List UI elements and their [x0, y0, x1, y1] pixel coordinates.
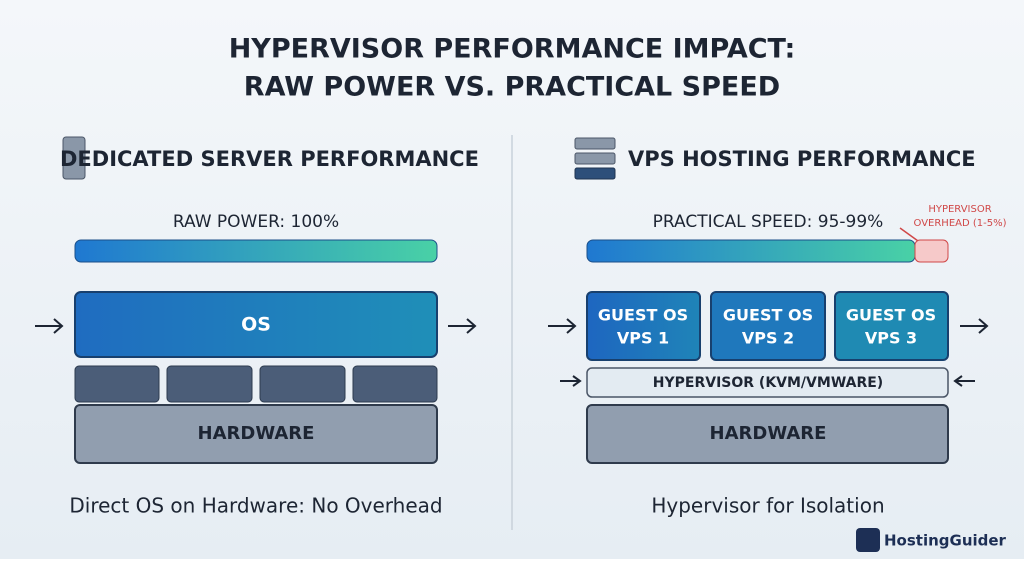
overhead-label: HYPERVISOR — [928, 204, 991, 215]
logo: HostingGuider — [856, 528, 1007, 552]
title: HYPERVISOR PERFORMANCE IMPACT: — [229, 34, 796, 65]
os-box — [74, 291, 438, 358]
hypervisor-label: HYPERVISOR (KVM/VMWARE) — [653, 375, 883, 391]
logo-icon — [856, 528, 880, 552]
hardware-box — [586, 404, 949, 464]
overhead-bar — [914, 239, 949, 263]
hardware-box — [74, 404, 438, 464]
arrows — [548, 318, 989, 387]
hardware-label: HARDWARE — [710, 423, 827, 444]
guest-box — [834, 291, 949, 361]
server-icon — [574, 137, 616, 150]
title: RAW POWER VS. PRACTICAL SPEED — [244, 72, 780, 103]
bar-label: RAW POWER: 100% — [173, 212, 339, 232]
heading: VPS HOSTING PERFORMANCE — [628, 147, 976, 171]
block — [74, 365, 160, 403]
block — [352, 365, 438, 403]
block — [259, 365, 346, 403]
guest-label: GUEST OS — [723, 306, 813, 325]
hypervisor-box — [586, 367, 949, 398]
guest-label: VPS 2 — [742, 329, 794, 348]
caption: Hypervisor for Isolation — [651, 494, 884, 518]
logo-text: HostingGuider — [884, 532, 1007, 550]
power-bar — [74, 239, 438, 263]
overhead-label: OVERHEAD (1-5%) — [914, 218, 1007, 229]
guest-box — [710, 291, 826, 361]
server-icon — [62, 136, 86, 180]
guest-box — [586, 291, 701, 361]
hardware-label: HARDWARE — [198, 423, 315, 444]
server-icon — [574, 167, 616, 180]
arrows — [35, 318, 477, 334]
left-panel: DEDICATED SERVER PERFORMANCE RAW POWER: … — [35, 136, 479, 518]
server-icon — [574, 152, 616, 165]
right-panel: VPS HOSTING PERFORMANCE PRACTICAL SPEED:… — [548, 137, 1007, 518]
heading: DEDICATED SERVER PERFORMANCE — [60, 147, 479, 171]
block — [166, 365, 253, 403]
guest-label: GUEST OS — [846, 306, 936, 325]
speed-bar — [586, 239, 916, 263]
os-label: OS — [241, 314, 271, 336]
guest-label: VPS 1 — [617, 329, 669, 348]
guest-label: VPS 3 — [865, 329, 917, 348]
guest-label: GUEST OS — [598, 306, 688, 325]
caption: Direct OS on Hardware: No Overhead — [69, 494, 442, 518]
bar-label: PRACTICAL SPEED: 95-99% — [653, 212, 884, 232]
